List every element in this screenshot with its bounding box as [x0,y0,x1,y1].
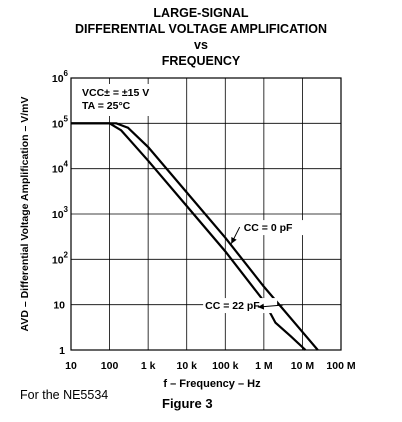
chart-title-line-3: vs [194,38,208,52]
footer-note: For the NE5534 [20,388,109,402]
plot-frame [70,77,342,351]
x-tick-label: 1 k [141,360,156,372]
x-tick-label: 10 k [176,360,197,372]
annotation-arrowhead [257,303,265,310]
y-tick-label: 105 [52,114,69,130]
annotation-bg [241,220,316,236]
condition-text: TA = 25°C [82,100,131,112]
conditions-box [79,84,171,116]
chart-title-line-4: FREQUENCY [161,54,241,68]
x-tick-label: 100 [101,360,119,372]
chart-title-line-2: DIFFERENTIAL VOLTAGE AMPLIFICATION [74,22,328,36]
series-line-cc-0pf [71,122,319,351]
annotation-arrowhead [231,236,237,244]
y-tick-label: 106 [52,69,69,85]
y-tick-label: 103 [52,205,69,221]
x-tick-label: 100 k [212,360,238,372]
x-tick-label: 10 M [291,360,315,372]
x-axis-label: f – Frequency – Hz [163,378,261,390]
y-tick-label: 10 [53,300,65,312]
y-tick-label: 1 [59,345,65,357]
chart-title-line-1: LARGE-SIGNAL [153,6,249,20]
y-tick-label: 104 [52,160,69,176]
figure-label: Figure 3 [162,396,213,411]
annotation-label: CC = 22 pF [205,300,260,312]
x-tick-label: 1 M [255,360,273,372]
annotation-bg [203,298,278,314]
series-line-cc-22pf [71,122,307,351]
annotation-label: CC = 0 pF [244,222,293,234]
x-tick-label: 100 M [326,360,355,372]
y-tick-label: 102 [52,250,69,266]
x-tick-label: 10 [65,360,77,372]
condition-text: VCC± = ±15 V [82,87,149,99]
y-axis-label: AVD – Differential Voltage Amplification… [19,97,31,332]
